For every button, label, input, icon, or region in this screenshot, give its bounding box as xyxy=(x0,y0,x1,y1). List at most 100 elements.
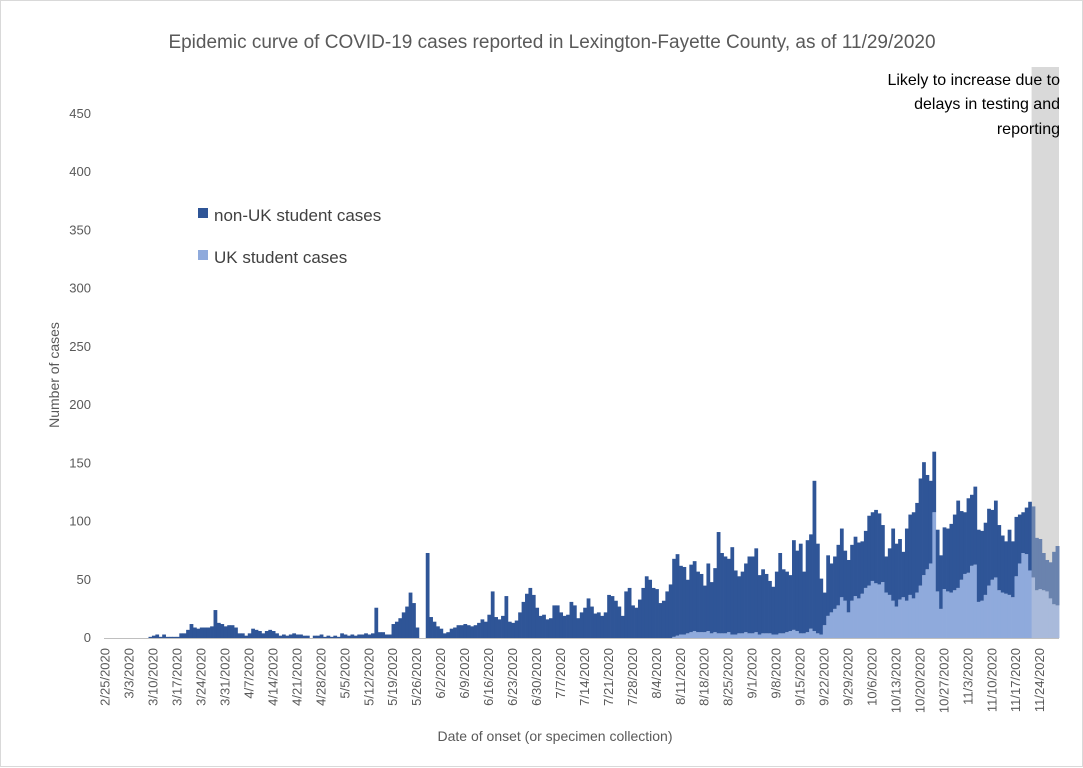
x-tick-label: 5/26/2020 xyxy=(409,648,424,706)
bar-uk-student xyxy=(679,634,683,638)
bar-non-uk-student xyxy=(1007,529,1012,595)
bar-non-uk-student xyxy=(268,629,273,638)
bar-non-uk-student xyxy=(192,627,197,638)
bar-uk-student xyxy=(887,594,892,638)
bar-non-uk-student xyxy=(381,632,386,638)
bar-non-uk-student xyxy=(959,511,964,580)
bar-uk-student xyxy=(744,632,748,638)
bar-non-uk-student xyxy=(922,462,926,576)
bar-non-uk-student xyxy=(723,556,728,634)
bar-non-uk-student xyxy=(928,480,933,564)
y-tick-label: 0 xyxy=(84,630,91,645)
bar-uk-student xyxy=(750,633,755,638)
bar-non-uk-student xyxy=(514,620,519,638)
bar-non-uk-student xyxy=(347,635,351,638)
bar-non-uk-student xyxy=(788,575,793,632)
bar-non-uk-student xyxy=(857,542,861,599)
bar-non-uk-student xyxy=(336,636,341,638)
bar-uk-student xyxy=(853,596,858,638)
bar-non-uk-student xyxy=(501,615,505,638)
bar-non-uk-student xyxy=(569,601,574,638)
bar-non-uk-student xyxy=(757,575,762,635)
bar-non-uk-student xyxy=(675,554,680,636)
bar-non-uk-student xyxy=(340,633,344,638)
bar-uk-student xyxy=(1055,605,1060,638)
bar-non-uk-student xyxy=(196,628,201,638)
bar-non-uk-student xyxy=(312,635,317,638)
bar-non-uk-student xyxy=(997,525,1002,591)
bar-non-uk-student xyxy=(963,512,967,574)
bar-non-uk-student xyxy=(744,563,748,633)
bar-uk-student xyxy=(692,631,697,638)
x-tick-label: 4/7/2020 xyxy=(242,648,257,699)
bar-non-uk-student xyxy=(566,614,570,638)
bar-non-uk-student xyxy=(600,615,605,638)
bar-non-uk-student xyxy=(596,612,601,638)
bar-non-uk-student xyxy=(511,622,516,638)
bar-non-uk-student xyxy=(398,618,403,638)
bar-non-uk-student xyxy=(870,512,875,581)
bar-uk-student xyxy=(768,633,772,638)
bar-uk-student xyxy=(1007,594,1012,638)
x-tick-label: 7/14/2020 xyxy=(577,648,592,706)
bar-non-uk-student xyxy=(162,634,166,638)
bar-uk-student xyxy=(860,593,865,638)
bars xyxy=(148,67,1060,638)
bar-non-uk-student xyxy=(360,634,365,638)
bar-non-uk-student xyxy=(884,556,889,593)
bar-non-uk-student xyxy=(285,635,290,638)
bar-non-uk-student xyxy=(223,626,228,638)
bar-non-uk-student xyxy=(165,636,170,638)
bar-non-uk-student xyxy=(812,480,817,632)
bar-non-uk-student xyxy=(329,636,334,638)
bar-non-uk-student xyxy=(590,606,594,638)
bar-non-uk-student xyxy=(1052,551,1056,605)
bar-uk-student xyxy=(843,600,848,638)
bar-uk-student xyxy=(857,598,861,638)
bar-uk-student xyxy=(884,592,889,638)
bar-non-uk-student xyxy=(610,596,615,638)
bar-non-uk-student xyxy=(1028,501,1032,571)
x-tick-label: 11/17/2020 xyxy=(1008,648,1023,712)
bar-non-uk-student xyxy=(1041,552,1046,591)
bar-non-uk-student xyxy=(477,622,481,638)
bar-non-uk-student xyxy=(798,543,803,634)
y-axis-title: Number of cases xyxy=(46,322,62,428)
bar-non-uk-student xyxy=(350,634,355,638)
bar-uk-student xyxy=(946,591,950,638)
x-tick-label: 8/4/2020 xyxy=(649,648,664,699)
bar-non-uk-student xyxy=(470,626,475,638)
reporting-delay-overlay xyxy=(1031,67,1059,638)
bar-non-uk-student xyxy=(169,636,173,638)
bar-non-uk-student xyxy=(237,633,242,638)
bar-non-uk-student xyxy=(288,634,293,638)
bar-non-uk-student xyxy=(703,585,707,633)
bar-uk-student xyxy=(733,634,738,638)
bar-non-uk-student xyxy=(771,586,776,635)
x-tick-label: 7/7/2020 xyxy=(553,648,568,699)
legend-swatch-uk xyxy=(198,250,208,260)
bar-non-uk-student xyxy=(439,628,444,638)
x-tick-label: 7/21/2020 xyxy=(601,648,616,706)
bar-uk-student xyxy=(809,628,813,638)
x-tick-label: 6/9/2020 xyxy=(457,648,472,699)
bar-non-uk-student xyxy=(295,634,300,638)
bar-non-uk-student xyxy=(853,536,858,597)
bar-non-uk-student xyxy=(778,552,783,634)
x-tick-label: 6/2/2020 xyxy=(433,648,448,699)
bar-uk-student xyxy=(932,512,937,638)
bar-non-uk-student xyxy=(833,556,837,609)
bar-non-uk-student xyxy=(449,628,454,638)
bar-uk-student xyxy=(822,625,827,638)
bar-non-uk-student xyxy=(1035,537,1039,591)
bar-non-uk-student xyxy=(442,633,447,638)
bar-non-uk-student xyxy=(1024,507,1029,555)
bar-non-uk-student xyxy=(634,607,639,638)
bar-non-uk-student xyxy=(210,626,214,638)
bar-uk-student xyxy=(970,565,974,638)
bar-non-uk-student xyxy=(939,555,943,609)
bar-non-uk-student xyxy=(836,544,841,606)
bar-uk-student xyxy=(881,582,885,638)
bar-non-uk-student xyxy=(251,628,255,638)
